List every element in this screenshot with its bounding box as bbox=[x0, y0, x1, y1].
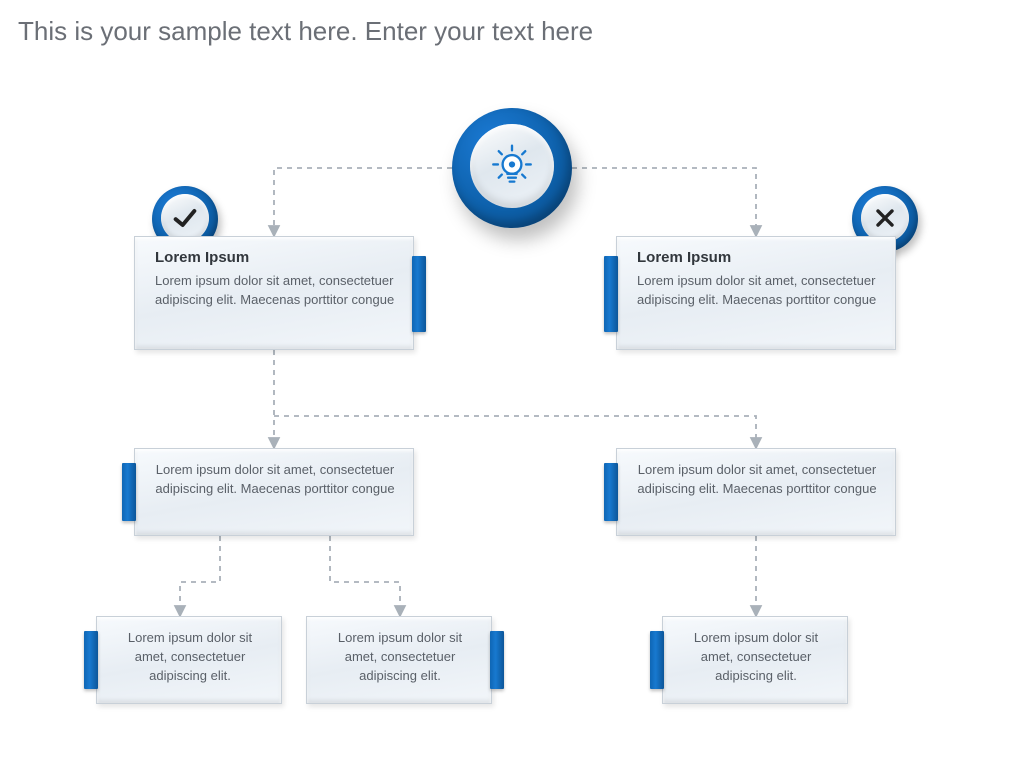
row4-b-tab bbox=[490, 631, 504, 689]
row3-right-card: Lorem ipsum dolor sit amet, consectetuer… bbox=[616, 448, 896, 536]
cross-icon bbox=[861, 194, 909, 242]
lightbulb-idea-icon bbox=[470, 124, 554, 208]
row3-right-body: Lorem ipsum dolor sit amet, consectetuer… bbox=[637, 461, 877, 499]
yes-card-title: Lorem Ipsum bbox=[155, 249, 395, 266]
row3-left-tab bbox=[122, 463, 136, 521]
diagram-canvas: Lorem Ipsum Lorem ipsum dolor sit amet, … bbox=[0, 0, 1024, 768]
yes-card-body: Lorem ipsum dolor sit amet, consectetuer… bbox=[155, 272, 395, 310]
row3-left-card: Lorem ipsum dolor sit amet, consectetuer… bbox=[134, 448, 414, 536]
edge-left-b bbox=[330, 536, 400, 614]
row4-a-tab bbox=[84, 631, 98, 689]
row4-a-card: Lorem ipsum dolor sit amet, consectetuer… bbox=[96, 616, 282, 704]
no-card-tab bbox=[604, 256, 618, 332]
row4-c-card: Lorem ipsum dolor sit amet, consectetuer… bbox=[662, 616, 848, 704]
check-icon bbox=[161, 194, 209, 242]
edge-left-a bbox=[180, 536, 220, 614]
no-card: Lorem Ipsum Lorem ipsum dolor sit amet, … bbox=[616, 236, 896, 350]
edge-yes-right bbox=[274, 416, 756, 446]
no-card-title: Lorem Ipsum bbox=[637, 249, 877, 266]
row4-c-tab bbox=[650, 631, 664, 689]
yes-card: Lorem Ipsum Lorem ipsum dolor sit amet, … bbox=[134, 236, 414, 350]
no-card-body: Lorem ipsum dolor sit amet, consectetuer… bbox=[637, 272, 877, 310]
row3-left-body: Lorem ipsum dolor sit amet, consectetuer… bbox=[155, 461, 395, 499]
row4-b-body: Lorem ipsum dolor sit amet, consectetuer… bbox=[327, 629, 473, 686]
edge-root-yes bbox=[274, 168, 452, 234]
row4-c-body: Lorem ipsum dolor sit amet, consectetuer… bbox=[683, 629, 829, 686]
row4-b-card: Lorem ipsum dolor sit amet, consectetuer… bbox=[306, 616, 492, 704]
edge-root-no bbox=[572, 168, 756, 234]
row4-a-body: Lorem ipsum dolor sit amet, consectetuer… bbox=[117, 629, 263, 686]
row3-right-tab bbox=[604, 463, 618, 521]
yes-card-tab bbox=[412, 256, 426, 332]
root-node bbox=[452, 108, 572, 228]
